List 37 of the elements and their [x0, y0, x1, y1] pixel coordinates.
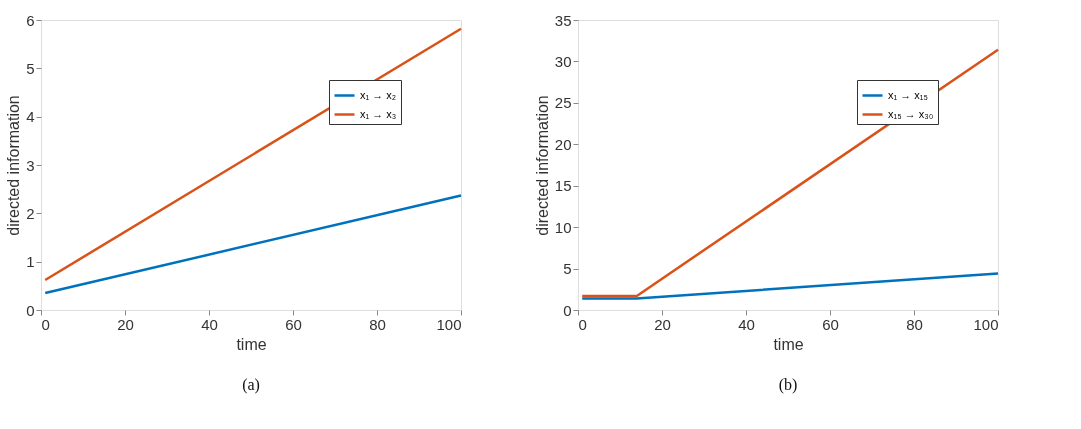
text: (b) — [778, 376, 798, 394]
y-axis-title: directed information — [533, 95, 551, 236]
x-axis-title: time — [236, 335, 267, 353]
y-axis-title: directed information — [5, 95, 23, 236]
y-tick-label: 5 — [563, 260, 572, 278]
x-tick-label: 40 — [738, 315, 755, 333]
y-tick-label: 0 — [563, 301, 572, 319]
x-tick-label: 40 — [201, 315, 218, 333]
y-tick-label: 1 — [26, 253, 35, 271]
y-tick-label: 3 — [26, 156, 35, 174]
x-tick-label: 0 — [41, 315, 50, 333]
legend-label: x₁ → x₃ — [360, 107, 397, 120]
legend-label: x₁ → x₂ — [360, 88, 397, 101]
x-tick-label: 80 — [906, 315, 923, 333]
y-tick-label: 30 — [554, 52, 572, 70]
x-tick-label: 80 — [369, 315, 386, 333]
x-tick-label: 60 — [285, 315, 302, 333]
x-tick-label: 0 — [578, 315, 587, 333]
text: (a) — [242, 376, 260, 394]
x-tick-label: 20 — [117, 315, 134, 333]
y-tick-label: 2 — [26, 204, 35, 222]
x-tick-label: 20 — [654, 315, 671, 333]
y-tick-label: 0 — [26, 301, 35, 319]
y-tick-label: 25 — [554, 94, 572, 112]
x-tick-label: 100 — [436, 315, 462, 333]
y-tick-label: 35 — [554, 11, 572, 29]
y-tick-label: 4 — [26, 108, 35, 126]
legend-label: x₁ → x₁₅ — [888, 88, 928, 101]
y-tick-label: 20 — [554, 135, 572, 153]
x-tick-label: 100 — [973, 315, 999, 333]
y-tick-label: 15 — [554, 177, 572, 195]
y-tick-label: 6 — [26, 11, 35, 29]
x-tick-label: 60 — [822, 315, 839, 333]
y-tick-label: 10 — [554, 218, 572, 236]
y-tick-label: 5 — [26, 59, 35, 77]
legend-label: x₁₅ → x₃₀ — [888, 107, 934, 120]
x-axis-title: time — [773, 335, 804, 353]
